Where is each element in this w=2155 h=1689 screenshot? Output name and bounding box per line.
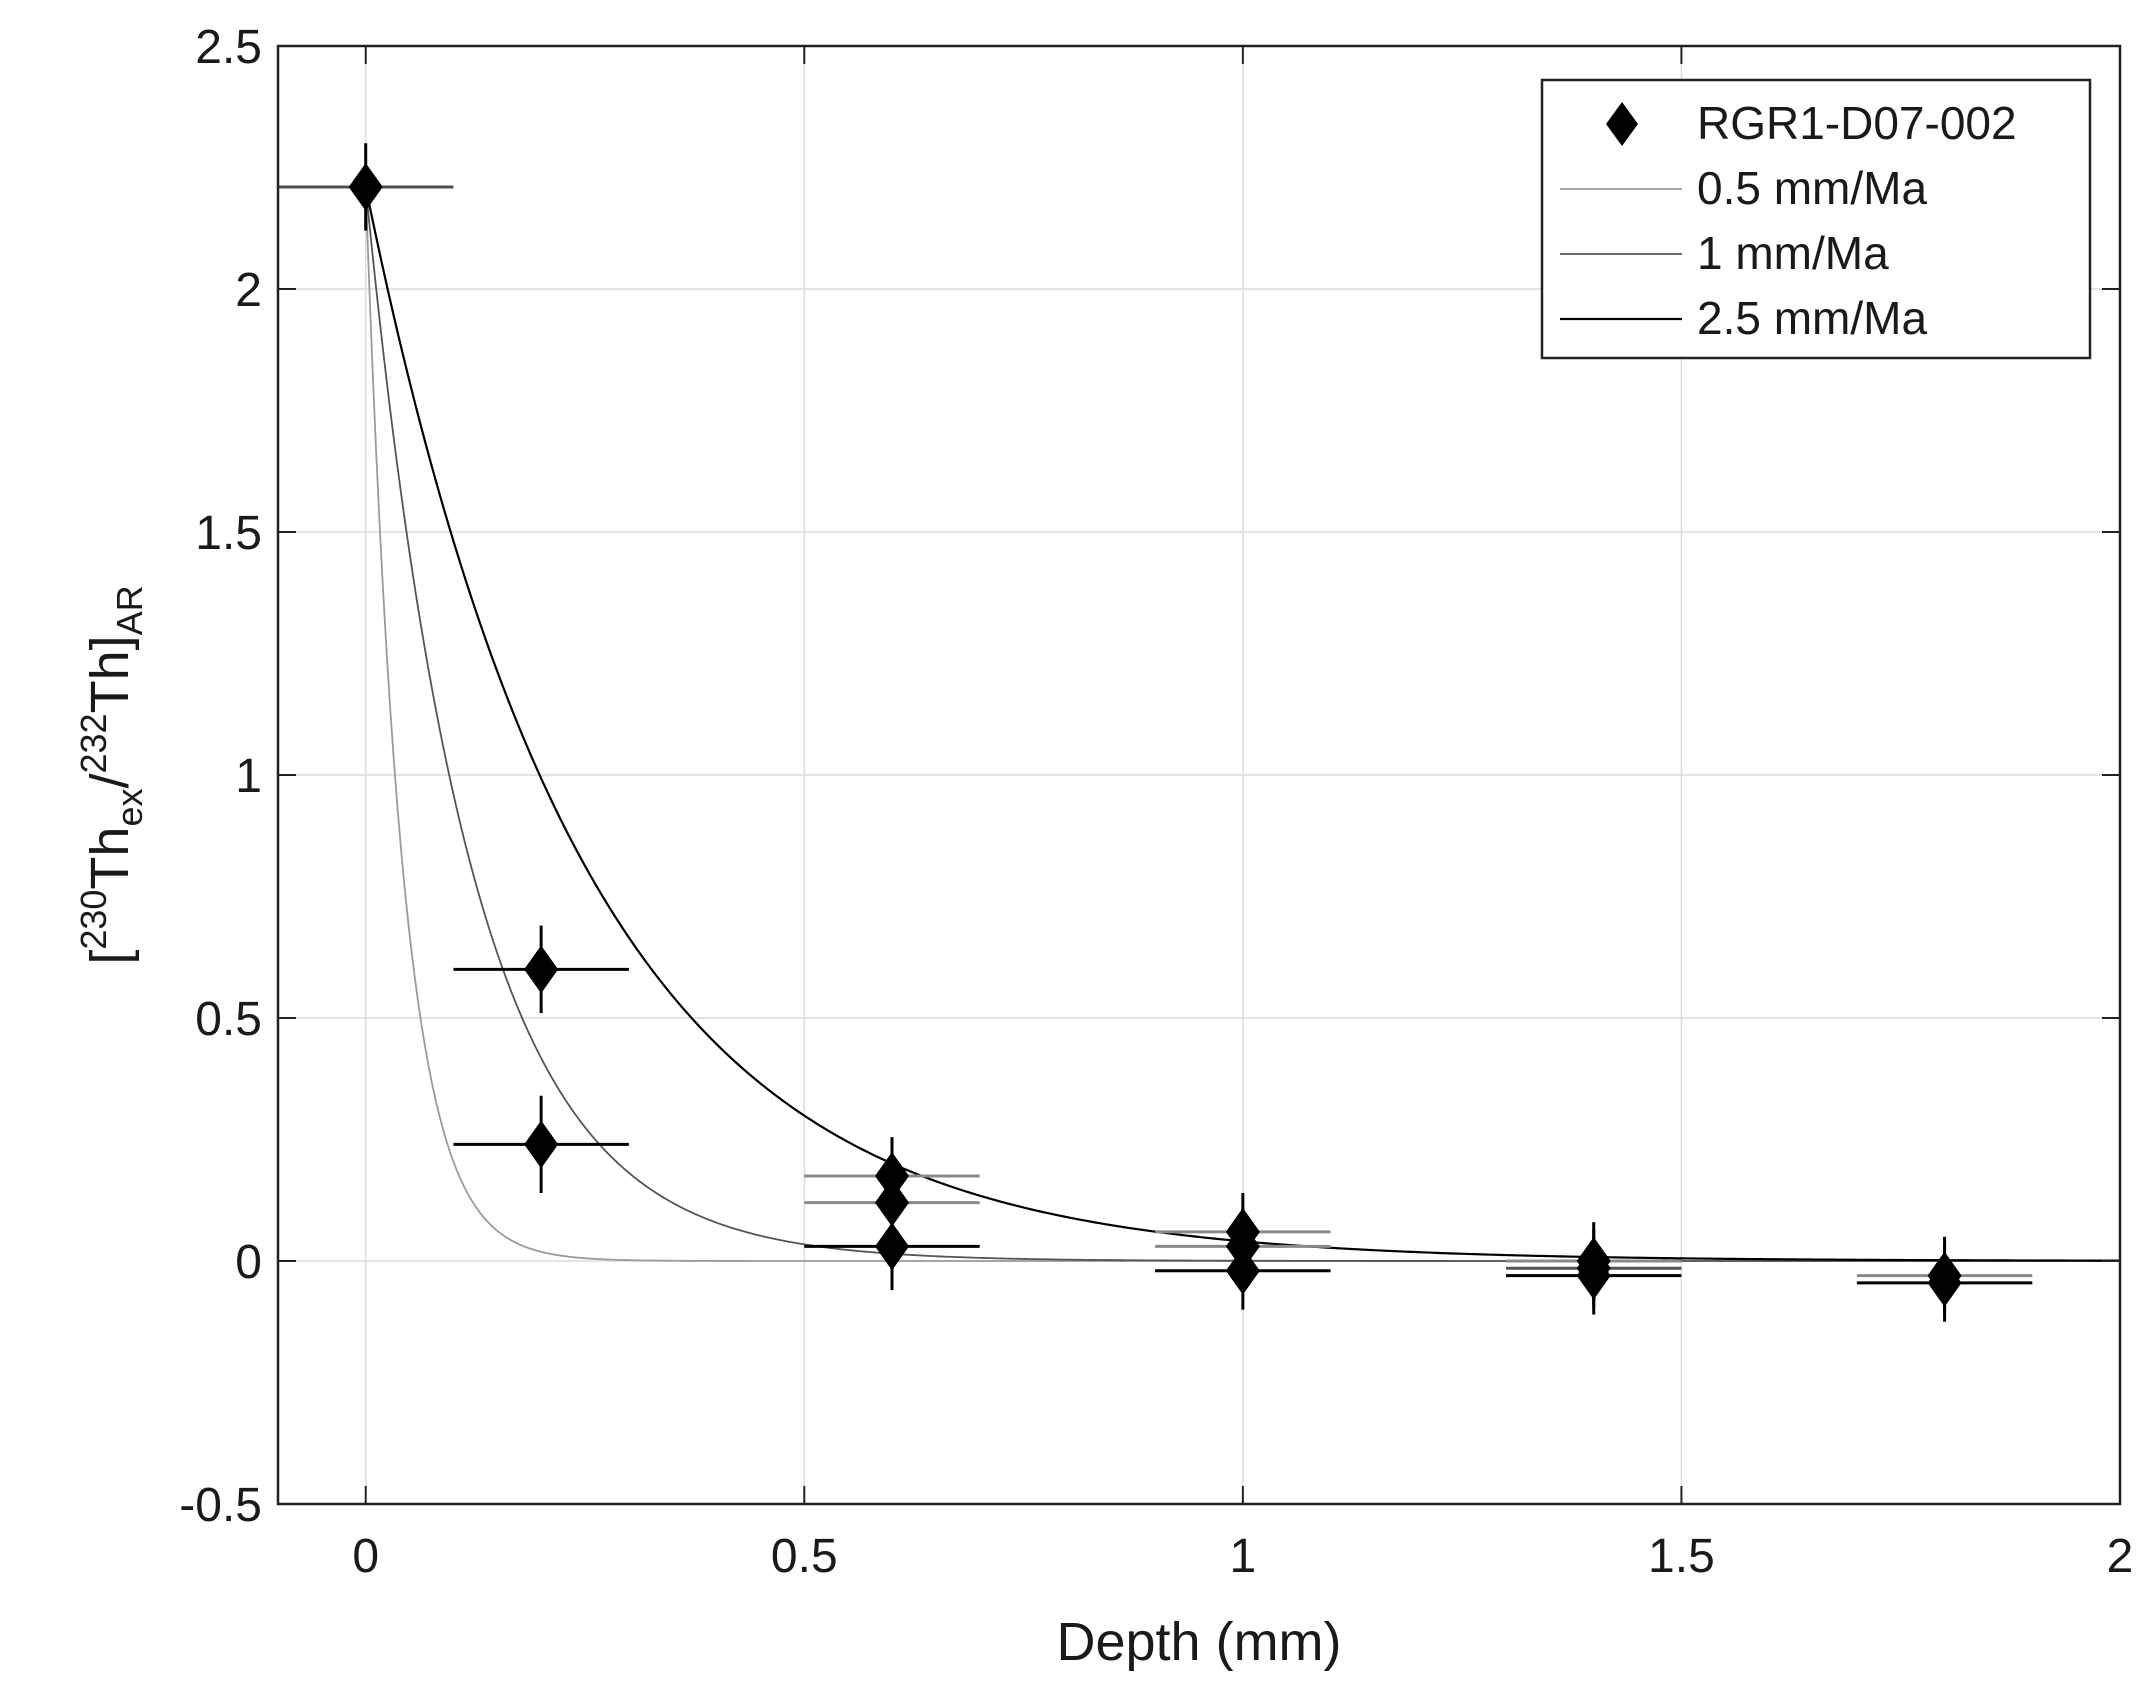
x-tick-label-0-5: 0.5 xyxy=(771,1530,838,1583)
x-tick-label-2: 2 xyxy=(2107,1530,2134,1583)
legend-label-0-5-mm-ma: 0.5 mm/Ma xyxy=(1697,162,1927,214)
data-point-2 xyxy=(524,945,559,994)
y-tick-label-1-5: 1.5 xyxy=(195,507,262,560)
data-point-12 xyxy=(1576,1251,1611,1300)
axis-ticks: 0 0.5 1 1.5 2 -0.5 0 0.5 1 1.5 2 2.5 xyxy=(179,21,2133,1583)
y-tick-label-2: 2 xyxy=(235,264,262,317)
y-label-open-bracket: [ xyxy=(80,950,140,965)
y-tick-label-0-5: 0.5 xyxy=(195,993,262,1046)
x-tick-label-0: 0 xyxy=(352,1530,379,1583)
y-label-th-2: Th xyxy=(80,650,140,713)
y-label-slash: / xyxy=(80,773,140,788)
legend-label-1-mm-ma: 1 mm/Ma xyxy=(1697,227,1889,279)
y-tick-label-1: 1 xyxy=(235,750,262,803)
legend-marker-diamond xyxy=(1606,102,1638,146)
legend-swatches xyxy=(1560,102,1682,321)
data-point-5 xyxy=(875,1178,909,1227)
data-point-4 xyxy=(875,1151,909,1200)
x-tick-label-1-5: 1.5 xyxy=(1648,1530,1715,1583)
data-point-6 xyxy=(875,1222,909,1271)
y-tick-label-0: 0 xyxy=(235,1236,262,1289)
y-label-close-bracket: ] xyxy=(80,635,140,650)
y-label-sub-ar: AR xyxy=(109,585,150,635)
x-axis-label: Depth (mm) xyxy=(1056,1612,1341,1672)
y-label-sub-ex: ex xyxy=(109,789,150,827)
legend-label-2-5-mm-ma: 2.5 mm/Ma xyxy=(1697,292,1927,344)
data-point-9 xyxy=(1225,1246,1260,1295)
y-tick-label-2-5: 2.5 xyxy=(195,21,262,74)
y-label-sup-232: 232 xyxy=(73,713,114,773)
data-point-14 xyxy=(1927,1258,1962,1307)
data-markers xyxy=(348,162,1962,1307)
y-tick-label-neg-0-5: -0.5 xyxy=(179,1479,262,1532)
data-point-1 xyxy=(348,162,383,211)
legend-label-rgr1-d07-002: RGR1-D07-002 xyxy=(1697,97,2017,149)
y-label-th-1: Th xyxy=(80,827,140,890)
legend: RGR1-D07-002 0.5 mm/Ma 1 mm/Ma 2.5 mm/Ma xyxy=(1540,78,2092,360)
y-label-sup-230: 230 xyxy=(73,890,114,950)
x-tick-label-1: 1 xyxy=(1230,1530,1257,1583)
y-axis-label: [230Thex/232Th]AR xyxy=(73,585,150,964)
data-point-8 xyxy=(1225,1222,1260,1271)
data-point-3 xyxy=(524,1120,559,1169)
